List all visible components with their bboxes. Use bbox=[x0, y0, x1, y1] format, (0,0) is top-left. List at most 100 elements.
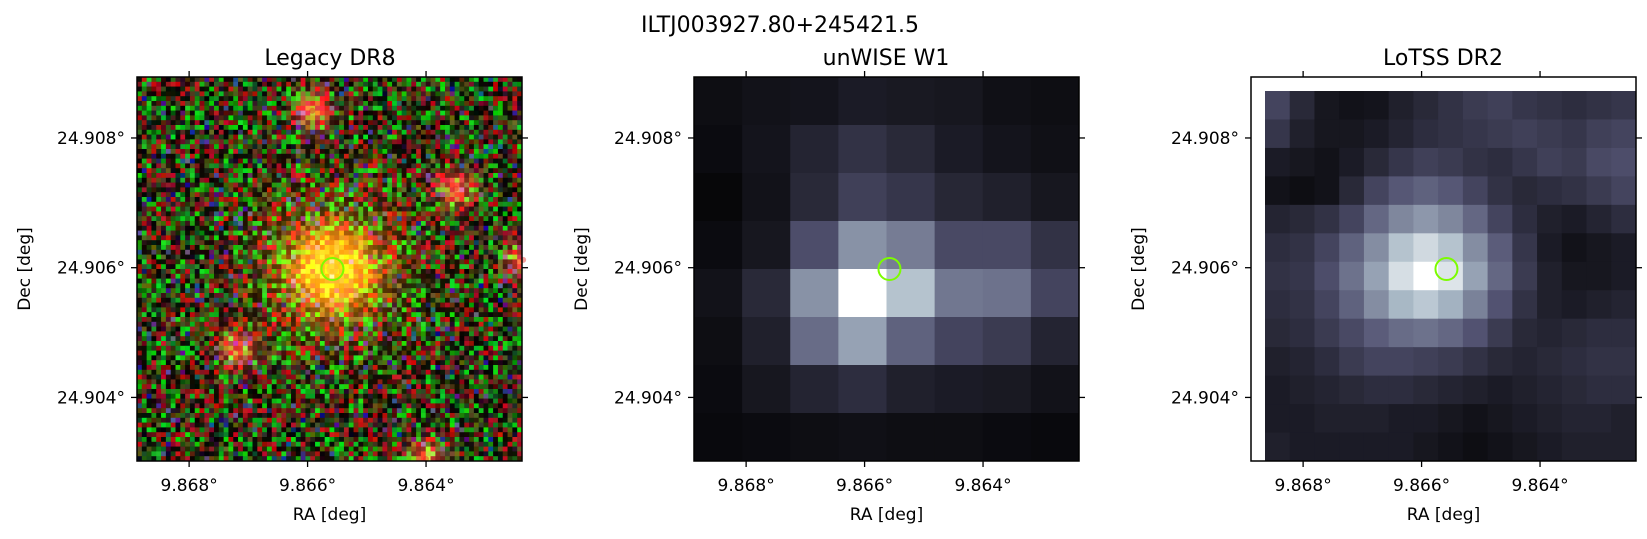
image-pixel bbox=[1265, 347, 1291, 377]
image-pixel bbox=[1388, 432, 1414, 462]
image-pixel bbox=[1611, 318, 1637, 348]
image-pixel bbox=[1339, 119, 1365, 149]
image-pixel bbox=[1487, 347, 1513, 377]
image-pixel bbox=[694, 269, 743, 318]
image-pixel bbox=[1388, 233, 1414, 263]
image-pixel bbox=[1586, 375, 1612, 405]
y-axis-label: Dec [deg] bbox=[572, 227, 592, 311]
image-pixel bbox=[1487, 119, 1513, 149]
image-pixel bbox=[1512, 432, 1538, 462]
image-pixel bbox=[982, 125, 1032, 174]
image-pixel bbox=[694, 173, 743, 222]
image-pixel bbox=[790, 221, 839, 270]
image-pixel bbox=[1462, 432, 1489, 462]
image-pixel bbox=[790, 173, 839, 222]
image-pixel bbox=[1586, 290, 1612, 320]
image-pixel bbox=[1363, 375, 1390, 405]
image-pixel bbox=[1363, 147, 1390, 177]
image-pixel bbox=[1537, 404, 1563, 434]
image-pixel bbox=[1438, 432, 1464, 462]
image-pixel bbox=[1413, 176, 1439, 206]
image-pixel bbox=[1363, 318, 1390, 348]
image-pixel bbox=[886, 413, 936, 462]
image-pixel bbox=[1586, 318, 1612, 348]
image-pixel bbox=[1265, 233, 1291, 263]
image-pixel bbox=[1512, 347, 1538, 377]
image-pixel bbox=[934, 269, 984, 318]
image-pixel bbox=[1462, 290, 1489, 320]
image-pixel bbox=[1314, 119, 1340, 149]
image-pixel bbox=[1289, 404, 1315, 434]
image-pixel bbox=[1487, 91, 1513, 120]
image-pixel bbox=[790, 365, 839, 414]
image-pixel bbox=[1314, 318, 1340, 348]
image-pixel bbox=[1388, 176, 1414, 206]
image-pixel bbox=[742, 125, 791, 174]
image-pixel bbox=[1289, 375, 1315, 405]
image-pixel bbox=[694, 317, 743, 366]
image-pixel bbox=[1611, 176, 1637, 206]
image-pixel bbox=[1339, 233, 1365, 263]
image-pixel bbox=[934, 173, 984, 222]
panel-lotss-dr2: LoTSS DR2 9.868° 9.866° 9.864° 24.908° 2… bbox=[1129, 46, 1642, 525]
image-pixel bbox=[1487, 233, 1513, 263]
image-pixel bbox=[1586, 119, 1612, 149]
image-pixel bbox=[1462, 233, 1489, 263]
image-pixel bbox=[694, 125, 743, 174]
source-blob bbox=[234, 345, 241, 352]
image-pixel bbox=[694, 77, 743, 126]
image-pixel bbox=[1030, 173, 1080, 222]
source-blob bbox=[520, 256, 527, 263]
image-pixel bbox=[1289, 347, 1315, 377]
image-pixel bbox=[1561, 91, 1588, 120]
image-pixel bbox=[1462, 91, 1489, 120]
image-pixel bbox=[1413, 375, 1439, 405]
source-blob bbox=[326, 263, 339, 275]
image-pixel bbox=[1561, 318, 1588, 348]
x-tick-label: 9.868° bbox=[1275, 476, 1332, 496]
image-pixel bbox=[1438, 347, 1464, 377]
image-pixel bbox=[1363, 233, 1390, 263]
image-pixel bbox=[1537, 375, 1563, 405]
image-pixel bbox=[1462, 318, 1489, 348]
image-pixel bbox=[1487, 147, 1513, 177]
image-pixel bbox=[838, 413, 888, 462]
y-tick-label: 24.904° bbox=[1171, 388, 1239, 408]
image-pixel bbox=[838, 77, 888, 126]
image-pixel bbox=[1438, 147, 1464, 177]
image-pixel bbox=[1339, 147, 1365, 177]
image-pixel bbox=[1363, 261, 1390, 291]
image-pixel bbox=[1314, 404, 1340, 434]
image-pixel bbox=[982, 317, 1032, 366]
image-pixel bbox=[1512, 261, 1538, 291]
image-pixel bbox=[1413, 404, 1439, 434]
image-pixel bbox=[1561, 404, 1588, 434]
image-pixel bbox=[1487, 176, 1513, 206]
axes-frame bbox=[136, 76, 523, 462]
image-pixel bbox=[1611, 91, 1637, 120]
image-pixel bbox=[934, 125, 984, 174]
image-pixel bbox=[1265, 404, 1291, 434]
image-pixel bbox=[838, 365, 888, 414]
image-pixel bbox=[1339, 261, 1365, 291]
image-pixel bbox=[1413, 233, 1439, 263]
image-pixel bbox=[1388, 375, 1414, 405]
y-axis-label: Dec [deg] bbox=[15, 227, 35, 311]
image-pixel bbox=[1030, 365, 1080, 414]
image-pixel bbox=[1586, 91, 1612, 120]
source-marker-circle bbox=[877, 257, 902, 281]
image-pixel bbox=[1314, 147, 1340, 177]
image-pixel bbox=[1611, 119, 1637, 149]
image-pixel bbox=[1314, 91, 1340, 120]
image-pixel bbox=[1030, 77, 1080, 126]
image-pixel bbox=[742, 221, 791, 270]
axes-frame bbox=[693, 76, 1080, 462]
x-tick-label: 9.864° bbox=[397, 476, 454, 496]
image-pixel bbox=[982, 221, 1032, 270]
image-pixel bbox=[1413, 119, 1439, 149]
image-pixel bbox=[1537, 347, 1563, 377]
image-pixel bbox=[1487, 318, 1513, 348]
image-pixel bbox=[1487, 432, 1513, 462]
source-marker-circle bbox=[1434, 257, 1459, 281]
axis-ticks bbox=[1245, 71, 1642, 467]
